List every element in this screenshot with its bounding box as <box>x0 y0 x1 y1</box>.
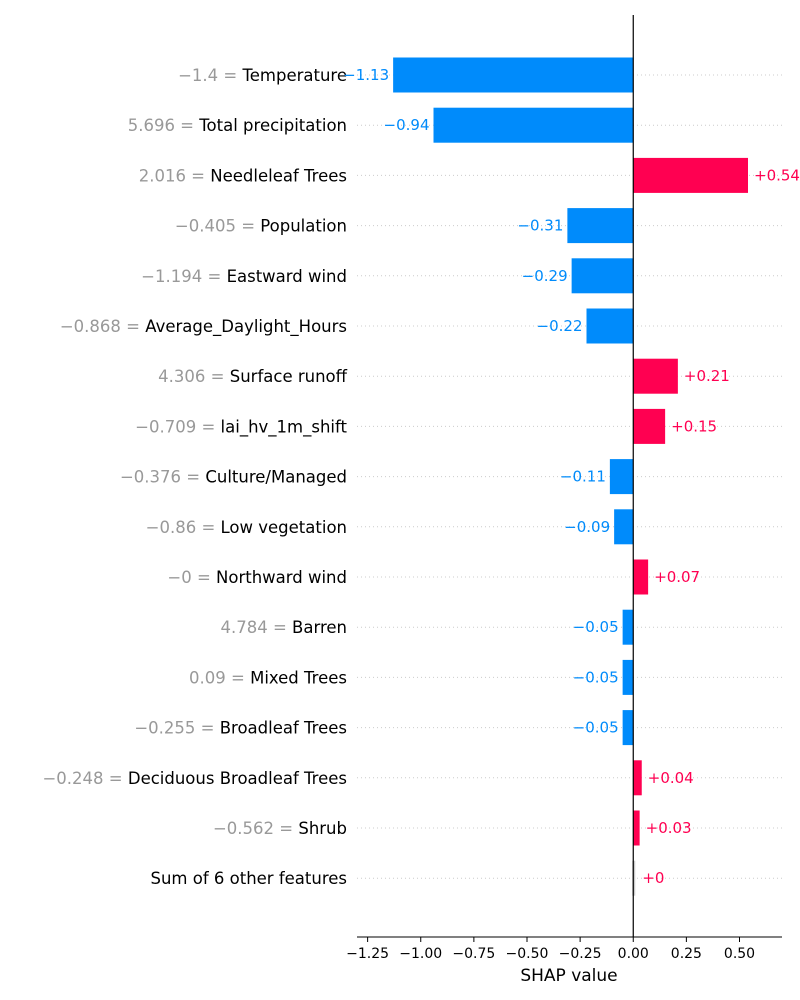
feature-name: Broadleaf Trees <box>220 719 347 738</box>
feature-label: 0.09 = Mixed Trees <box>189 668 347 687</box>
feature-label: −0.709 = lai_hv_1m_shift <box>135 417 347 437</box>
feature-labels: −1.4 = Temperature 5.696 = Total precipit… <box>42 66 347 888</box>
x-tick-label: 0.00 <box>618 946 649 962</box>
shap-bar <box>393 57 634 93</box>
feature-name: Shrub <box>298 819 347 838</box>
x-tick-label: −1.00 <box>399 946 442 962</box>
feature-name: Average_Daylight_Hours <box>145 317 347 337</box>
feature-value: −0.255 = <box>134 719 219 738</box>
shap-bar <box>622 609 634 645</box>
shap-bar <box>633 408 666 444</box>
feature-label: −0 = Northward wind <box>167 568 347 587</box>
feature-name: Total precipitation <box>198 116 347 135</box>
bar-value-label: +0.54 <box>754 166 800 184</box>
bar-value-label: +0.15 <box>671 417 717 435</box>
feature-name: Temperature <box>241 66 347 85</box>
feature-name: Eastward wind <box>227 267 347 286</box>
bar-value-label: −0.09 <box>564 518 610 536</box>
x-axis: −1.25 −1.00 −0.75 −0.50 −0.25 0.00 0.25 0.50 <box>346 936 782 962</box>
bar-value-label: −0.31 <box>517 217 563 235</box>
bars <box>393 57 748 896</box>
x-axis-title: SHAP value <box>520 966 617 986</box>
feature-name: lai_hv_1m_shift <box>221 417 348 437</box>
feature-label: −0.405 = Population <box>175 217 347 236</box>
shap-bar <box>433 107 634 143</box>
x-tick-label: −0.25 <box>559 946 602 962</box>
feature-name: Surface runoff <box>230 367 348 386</box>
feature-name: Low vegetation <box>221 518 347 537</box>
x-tick-label: 0.50 <box>724 946 755 962</box>
shap-bar <box>622 659 634 695</box>
feature-value: −1.4 = <box>178 66 242 85</box>
shap-bar <box>622 710 634 746</box>
feature-label: −0.248 = Deciduous Broadleaf Trees <box>42 769 347 788</box>
bar-value-label: −0.94 <box>384 116 430 134</box>
feature-value: −0.405 = <box>175 217 260 236</box>
feature-value: −0.248 = <box>42 769 127 788</box>
bar-value-label: +0.04 <box>648 769 694 787</box>
feature-label: −0.255 = Broadleaf Trees <box>134 719 347 738</box>
feature-value: 5.696 = <box>128 116 200 135</box>
feature-name: Needleleaf Trees <box>210 166 347 185</box>
feature-name: Culture/Managed <box>205 468 347 487</box>
shap-bar <box>633 157 748 193</box>
bar-value-label: −0.05 <box>573 618 619 636</box>
bar-value-label: −0.29 <box>522 267 568 285</box>
shap-bar <box>609 459 634 495</box>
feature-value: 4.306 = <box>158 367 230 386</box>
x-tick-label: −0.75 <box>452 946 495 962</box>
feature-value: 2.016 = <box>139 166 211 185</box>
bar-value-label: −1.13 <box>343 66 389 84</box>
feature-name: Barren <box>292 618 347 637</box>
feature-name: Deciduous Broadleaf Trees <box>128 769 347 788</box>
feature-label: −1.194 = Eastward wind <box>141 267 347 286</box>
shap-bar <box>633 760 642 796</box>
feature-name: Northward wind <box>216 568 347 587</box>
feature-value: −0.868 = <box>60 317 145 336</box>
feature-label: 2.016 = Needleleaf Trees <box>139 166 347 185</box>
feature-label: −0.868 = Average_Daylight_Hours <box>60 317 347 337</box>
x-tick-label: 0.25 <box>671 946 702 962</box>
bar-value-label: +0.03 <box>646 819 692 837</box>
feature-label: 5.696 = Total precipitation <box>128 116 347 135</box>
bar-value-label: +0.21 <box>684 367 730 385</box>
bar-value-label: −0.05 <box>573 719 619 737</box>
feature-name: Mixed Trees <box>250 668 347 687</box>
shap-bar <box>614 509 634 545</box>
feature-label: 4.784 = Barren <box>220 618 347 637</box>
feature-value: −0 = <box>167 568 216 587</box>
shap-bar <box>633 559 649 595</box>
bar-value-label: −0.22 <box>537 317 583 335</box>
shap-bar <box>633 358 678 394</box>
bar-value-label: +0 <box>642 869 664 887</box>
shap-bar <box>571 258 634 294</box>
feature-value: 4.784 = <box>220 618 292 637</box>
feature-value: −0.562 = <box>213 819 298 838</box>
shap-bar <box>567 208 634 244</box>
shap-bar <box>633 810 640 846</box>
feature-label: 4.306 = Surface runoff <box>158 367 347 386</box>
feature-label: Sum of 6 other features <box>150 869 347 888</box>
feature-label: −0.86 = Low vegetation <box>146 518 347 537</box>
feature-value: 0.09 = <box>189 668 250 687</box>
shap-bar <box>586 308 634 344</box>
bar-value-label: −0.05 <box>573 668 619 686</box>
feature-value: −1.194 = <box>141 267 226 286</box>
bar-value-label: −0.11 <box>560 468 606 486</box>
feature-name: Population <box>260 217 347 236</box>
feature-value: −0.376 = <box>120 468 205 487</box>
x-tick-label: −0.50 <box>506 946 549 962</box>
feature-value: −0.709 = <box>135 417 220 436</box>
bar-value-labels: −1.13 −0.94 +0.54 −0.31 −0.29 −0.22 +0.21 +0.15… <box>343 66 800 887</box>
feature-name: Sum of 6 other features <box>150 869 347 888</box>
feature-label: −0.376 = Culture/Managed <box>120 468 347 487</box>
feature-value: −0.86 = <box>146 518 221 537</box>
x-tick-label: −1.25 <box>346 946 389 962</box>
feature-label: −0.562 = Shrub <box>213 819 347 838</box>
feature-label: −1.4 = Temperature <box>178 66 347 85</box>
bar-value-label: +0.07 <box>654 568 700 586</box>
